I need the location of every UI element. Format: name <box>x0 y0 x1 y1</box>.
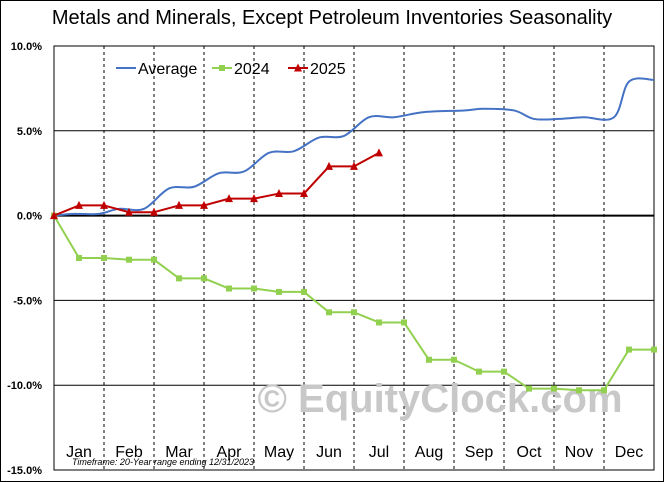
data-point-2025 <box>375 148 383 157</box>
x-tick-label: Nov <box>565 444 593 461</box>
legend-label-2024: 2024 <box>234 61 270 78</box>
data-point-2024 <box>176 275 182 282</box>
data-point-2024 <box>376 319 382 326</box>
y-tick-label: -10.0% <box>7 380 42 392</box>
data-point-2024 <box>326 309 332 316</box>
x-axis: Jan Feb Mar Apr May Jun Jul Aug Sep Oct Nov Dec <box>66 444 643 461</box>
y-axis: 10.0% 5.0% 0.0% -5.0% -10.0% -15.0% <box>7 41 42 477</box>
data-point-2024 <box>201 275 207 282</box>
y-tick-label: 0.0% <box>17 211 42 223</box>
x-tick-label: Aug <box>415 444 443 461</box>
legend-item-2025: 2025 <box>288 61 346 78</box>
data-point-2025 <box>200 200 208 209</box>
x-tick-label: Jan <box>66 444 92 461</box>
data-point-2025 <box>125 207 133 216</box>
data-point-2025 <box>175 200 183 209</box>
data-point-2024 <box>401 319 407 326</box>
data-point-2024 <box>551 385 557 392</box>
legend: Average 2024 2025 <box>116 61 346 78</box>
data-point-2025 <box>75 200 83 209</box>
data-point-2025 <box>275 189 283 198</box>
data-point-2024 <box>451 356 457 363</box>
x-tick-label: Jul <box>369 444 389 461</box>
data-point-2024 <box>426 356 432 363</box>
data-point-2024 <box>226 285 232 292</box>
data-point-2024 <box>576 387 582 394</box>
x-tick-label: May <box>264 444 294 461</box>
x-tick-label: Jun <box>316 444 342 461</box>
series-average <box>53 77 655 217</box>
data-point-2025 <box>225 194 233 203</box>
x-tick-label: Sep <box>465 444 494 461</box>
series-line-average <box>53 77 655 217</box>
series-layer <box>50 77 657 394</box>
y-tick-label: 10.0% <box>11 41 42 53</box>
data-point-2024 <box>601 387 607 394</box>
data-point-2024 <box>526 385 532 392</box>
data-point-2024 <box>651 346 657 353</box>
data-point-2024 <box>76 255 82 261</box>
x-tick-label: Mar <box>165 444 193 461</box>
legend-item-average: Average <box>116 61 197 78</box>
data-point-2024 <box>476 368 482 375</box>
data-point-2025 <box>100 200 108 209</box>
chart-title: Metals and Minerals, Except Petroleum In… <box>52 7 612 29</box>
watermark: © EquityClock.com <box>257 377 622 421</box>
footnote: Timeframe: 20-Year range ending 12/31/20… <box>72 457 254 467</box>
data-point-2024 <box>151 256 157 263</box>
legend-marker-2025 <box>294 63 302 72</box>
data-point-2024 <box>126 256 132 263</box>
data-point-2024 <box>626 346 632 353</box>
x-tick-label: Feb <box>115 444 143 461</box>
legend-label-average: Average <box>138 61 197 78</box>
y-tick-label: -15.0% <box>7 465 42 477</box>
series-2025 <box>50 148 383 220</box>
data-point-2025 <box>250 194 258 203</box>
legend-label-2025: 2025 <box>310 61 346 78</box>
data-point-2025 <box>50 211 58 220</box>
series-line-2025 <box>53 151 380 217</box>
y-tick-label: 5.0% <box>17 126 42 138</box>
x-tick-label: Oct <box>517 444 542 461</box>
x-tick-label: Apr <box>217 444 243 461</box>
data-point-2024 <box>101 255 107 261</box>
legend-marker-2024 <box>219 65 225 71</box>
y-tick-label: -5.0% <box>13 295 42 307</box>
data-point-2024 <box>501 368 507 375</box>
data-point-2024 <box>276 288 282 295</box>
data-point-2024 <box>351 309 357 316</box>
series-2024 <box>51 212 657 394</box>
data-point-2025 <box>150 207 158 216</box>
data-point-2025 <box>350 161 358 170</box>
data-point-2024 <box>251 285 257 292</box>
data-point-2025 <box>300 189 308 198</box>
data-point-2024 <box>301 288 307 295</box>
data-point-2025 <box>325 161 333 170</box>
x-tick-label: Dec <box>615 444 643 461</box>
legend-item-2024: 2024 <box>212 61 270 78</box>
